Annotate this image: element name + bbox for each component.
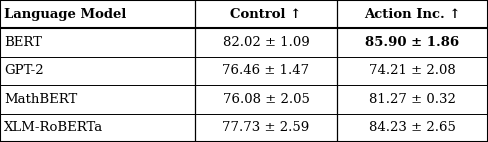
Text: 81.27 ± 0.32: 81.27 ± 0.32 [369, 93, 456, 106]
Text: Language Model: Language Model [4, 8, 126, 21]
Text: XLM-RoBERTa: XLM-RoBERTa [4, 121, 103, 134]
Text: 84.23 ± 2.65: 84.23 ± 2.65 [369, 121, 456, 134]
Text: 85.90 ± 1.86: 85.90 ± 1.86 [366, 36, 459, 49]
Text: MathBERT: MathBERT [4, 93, 77, 106]
Text: Control ↑: Control ↑ [230, 8, 302, 21]
Text: BERT: BERT [4, 36, 42, 49]
Text: 77.73 ± 2.59: 77.73 ± 2.59 [223, 121, 309, 134]
Text: GPT-2: GPT-2 [4, 64, 43, 78]
Text: 76.46 ± 1.47: 76.46 ± 1.47 [223, 64, 309, 78]
Text: 74.21 ± 2.08: 74.21 ± 2.08 [369, 64, 456, 78]
Text: 82.02 ± 1.09: 82.02 ± 1.09 [223, 36, 309, 49]
Text: Action Inc. ↑: Action Inc. ↑ [364, 8, 461, 21]
Text: 76.08 ± 2.05: 76.08 ± 2.05 [223, 93, 309, 106]
